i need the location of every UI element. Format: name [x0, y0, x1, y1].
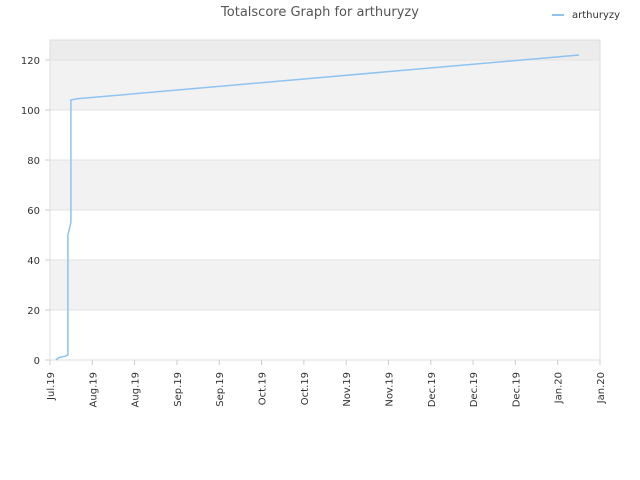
plot-border — [49, 39, 601, 361]
x-tick-label: Aug.19 — [131, 372, 142, 407]
x-tick-label: Dec.19 — [469, 372, 480, 407]
legend-label: arthuryzy — [572, 10, 620, 21]
x-axis-ticks: Jul.19 Aug.19 Aug.19 Sep.19 Sep.19 Oct.19 Oct.… — [46, 360, 607, 407]
background-band — [50, 210, 600, 260]
background-band — [50, 260, 600, 310]
background-band — [50, 160, 600, 210]
x-tick-label: Nov.19 — [384, 372, 395, 407]
y-tick-label: 80 — [27, 156, 40, 167]
x-tick-label: Jul.19 — [46, 372, 57, 401]
x-tick-label: Dec.19 — [427, 372, 438, 407]
y-tick-label: 120 — [21, 56, 40, 67]
chart-title: Totalscore Graph for arthuryzy — [220, 5, 419, 20]
series-group — [55, 54, 580, 361]
background-band — [50, 60, 600, 110]
background-band — [50, 40, 600, 60]
x-tick-label: Oct.19 — [300, 372, 311, 405]
background-band — [50, 310, 600, 360]
gridlines — [50, 59, 600, 311]
x-tick-label: Jan.20 — [554, 372, 565, 404]
y-axis-ticks: 0 20 40 60 80 100 120 — [21, 56, 50, 367]
x-tick-label: Sep.19 — [173, 372, 184, 407]
x-tick-label: Dec.19 — [511, 372, 522, 407]
y-tick-label: 0 — [34, 356, 40, 367]
background-bands — [50, 40, 600, 360]
legend: arthuryzy — [552, 10, 620, 21]
x-tick-label: Aug.19 — [88, 372, 99, 407]
y-tick-label: 40 — [27, 256, 40, 267]
x-tick-label: Nov.19 — [342, 372, 353, 407]
x-tick-label: Jan.20 — [596, 372, 607, 404]
y-tick-label: 60 — [27, 206, 40, 217]
y-tick-label: 20 — [27, 306, 40, 317]
x-tick-label: Oct.19 — [258, 372, 269, 405]
background-band — [50, 110, 600, 160]
series-line-arthuryzy — [55, 54, 580, 361]
y-tick-label: 100 — [21, 106, 40, 117]
x-tick-label: Sep.19 — [215, 372, 226, 407]
